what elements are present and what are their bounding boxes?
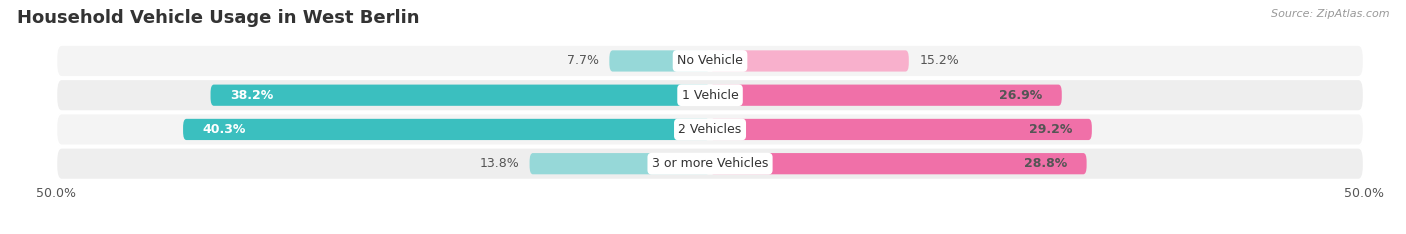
Text: Source: ZipAtlas.com: Source: ZipAtlas.com	[1271, 9, 1389, 19]
FancyBboxPatch shape	[56, 113, 1364, 146]
Text: 7.7%: 7.7%	[567, 55, 599, 67]
FancyBboxPatch shape	[56, 148, 1364, 180]
FancyBboxPatch shape	[710, 153, 1087, 174]
Text: 3 or more Vehicles: 3 or more Vehicles	[652, 157, 768, 170]
FancyBboxPatch shape	[710, 84, 1062, 106]
FancyBboxPatch shape	[56, 79, 1364, 111]
Text: 15.2%: 15.2%	[920, 55, 959, 67]
Text: 28.8%: 28.8%	[1024, 157, 1067, 170]
Text: 13.8%: 13.8%	[479, 157, 519, 170]
FancyBboxPatch shape	[211, 84, 710, 106]
FancyBboxPatch shape	[710, 119, 1092, 140]
Text: No Vehicle: No Vehicle	[678, 55, 742, 67]
Text: 40.3%: 40.3%	[202, 123, 246, 136]
FancyBboxPatch shape	[56, 45, 1364, 77]
Text: 29.2%: 29.2%	[1029, 123, 1073, 136]
FancyBboxPatch shape	[530, 153, 710, 174]
FancyBboxPatch shape	[710, 50, 908, 72]
Text: Household Vehicle Usage in West Berlin: Household Vehicle Usage in West Berlin	[17, 9, 419, 27]
FancyBboxPatch shape	[183, 119, 710, 140]
FancyBboxPatch shape	[609, 50, 710, 72]
Text: 2 Vehicles: 2 Vehicles	[679, 123, 741, 136]
Text: 38.2%: 38.2%	[231, 89, 273, 102]
Text: 26.9%: 26.9%	[998, 89, 1042, 102]
Text: 1 Vehicle: 1 Vehicle	[682, 89, 738, 102]
